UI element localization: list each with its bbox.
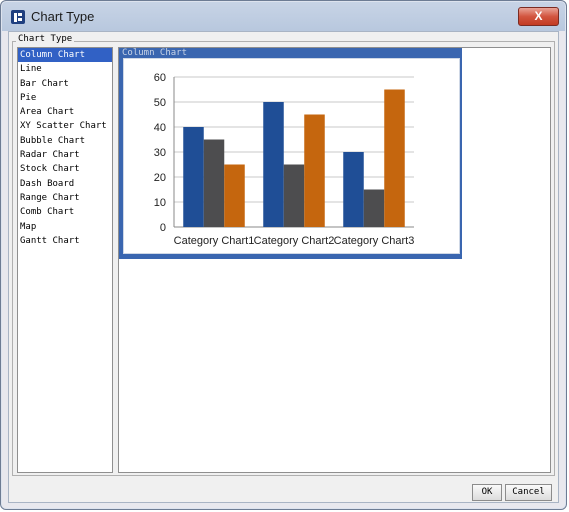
bar: [304, 114, 325, 227]
chart-type-item[interactable]: Dash Board: [20, 178, 75, 189]
chart-type-item[interactable]: Range Chart: [20, 192, 80, 203]
chart-preview: 0 10 20 30 40 50 60 Category Chart1 Category Cha…: [123, 58, 460, 254]
bar: [343, 152, 364, 227]
chart-type-item[interactable]: Radar Chart: [20, 150, 80, 161]
x-tick-label: Category Chart2: [254, 235, 335, 247]
chart-type-item[interactable]: Comb Chart: [20, 207, 75, 218]
chart-type-item[interactable]: Bar Chart: [20, 78, 69, 89]
chart-type-item[interactable]: Line: [20, 64, 42, 75]
ok-button[interactable]: OK: [472, 484, 502, 501]
app-logo-icon: [11, 10, 25, 24]
bar: [384, 89, 405, 227]
bar: [183, 127, 204, 227]
chart-type-item[interactable]: Pie: [20, 92, 37, 103]
bar: [363, 189, 385, 227]
chart-type-item[interactable]: Column Chart: [18, 48, 112, 63]
x-tick-label: Category Chart3: [334, 235, 415, 247]
y-tick-label: 50: [154, 97, 166, 109]
close-button[interactable]: X: [518, 7, 559, 26]
chart-type-item[interactable]: Stock Chart: [20, 164, 80, 175]
x-tick-label: Category Chart1: [174, 235, 255, 247]
bar: [203, 139, 225, 227]
y-tick-label: 10: [154, 197, 166, 209]
chart-type-group-legend: Chart Type: [16, 34, 75, 44]
dialog-body: Chart Type Column Chart Line Bar Chart Pie A…: [8, 31, 559, 503]
chart-type-group: Chart Type Column Chart Line Bar Chart Pie A…: [12, 34, 555, 476]
y-tick-label: 30: [154, 147, 166, 159]
chart-type-item[interactable]: Bubble Chart: [20, 135, 86, 146]
y-tick-label: 60: [154, 72, 166, 84]
window-title: Chart Type: [31, 9, 95, 24]
bar: [283, 164, 305, 227]
y-tick-label: 40: [154, 122, 166, 134]
cancel-button[interactable]: Cancel: [505, 484, 552, 501]
chart-type-item[interactable]: Map: [20, 221, 37, 232]
bar: [224, 164, 245, 227]
y-tick-label: 0: [160, 222, 166, 234]
y-tick-label: 20: [154, 172, 166, 184]
chart-preview-frame: Column Chart 0 10 20 30 40 50 60 Category Chart…: [119, 48, 462, 259]
chart-preview-area: Column Chart 0 10 20 30 40 50 60 Category Chart…: [118, 47, 551, 473]
chart-type-list[interactable]: Column Chart Line Bar Chart Pie Area Chart XY…: [17, 47, 113, 473]
chart-type-item[interactable]: Gantt Chart: [20, 235, 80, 246]
chart-type-item[interactable]: Area Chart: [20, 107, 75, 118]
chart-preview-legend: Column Chart: [122, 48, 188, 58]
bar: [263, 102, 284, 227]
title-bar: Chart Type X: [1, 1, 566, 31]
chart-type-item[interactable]: XY Scatter Chart: [20, 121, 107, 132]
